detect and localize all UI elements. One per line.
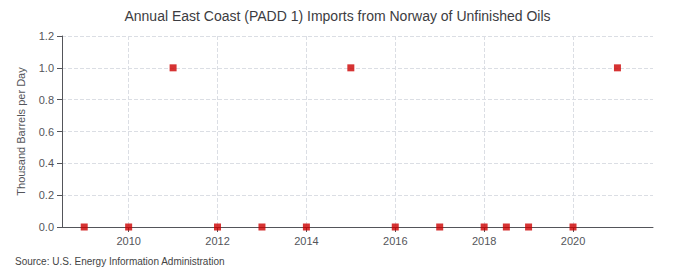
svg-text:Source: U.S. Energy Informatio: Source: U.S. Energy Information Administ… bbox=[15, 256, 225, 267]
svg-text:2018: 2018 bbox=[472, 235, 496, 247]
svg-text:Annual East Coast (PADD 1) Imp: Annual East Coast (PADD 1) Imports from … bbox=[124, 8, 550, 24]
svg-text:0.8: 0.8 bbox=[39, 94, 54, 106]
svg-text:1.0: 1.0 bbox=[39, 62, 54, 74]
svg-text:0.6: 0.6 bbox=[39, 126, 54, 138]
svg-text:1.2: 1.2 bbox=[39, 30, 54, 42]
svg-text:2014: 2014 bbox=[294, 235, 318, 247]
svg-text:0.4: 0.4 bbox=[39, 157, 54, 169]
svg-text:0.0: 0.0 bbox=[39, 221, 54, 233]
svg-text:2016: 2016 bbox=[383, 235, 407, 247]
svg-text:2020: 2020 bbox=[561, 235, 585, 247]
svg-text:2012: 2012 bbox=[205, 235, 229, 247]
svg-text:Thousand Barrels per Day: Thousand Barrels per Day bbox=[15, 67, 27, 196]
svg-text:0.2: 0.2 bbox=[39, 189, 54, 201]
svg-text:2010: 2010 bbox=[116, 235, 140, 247]
